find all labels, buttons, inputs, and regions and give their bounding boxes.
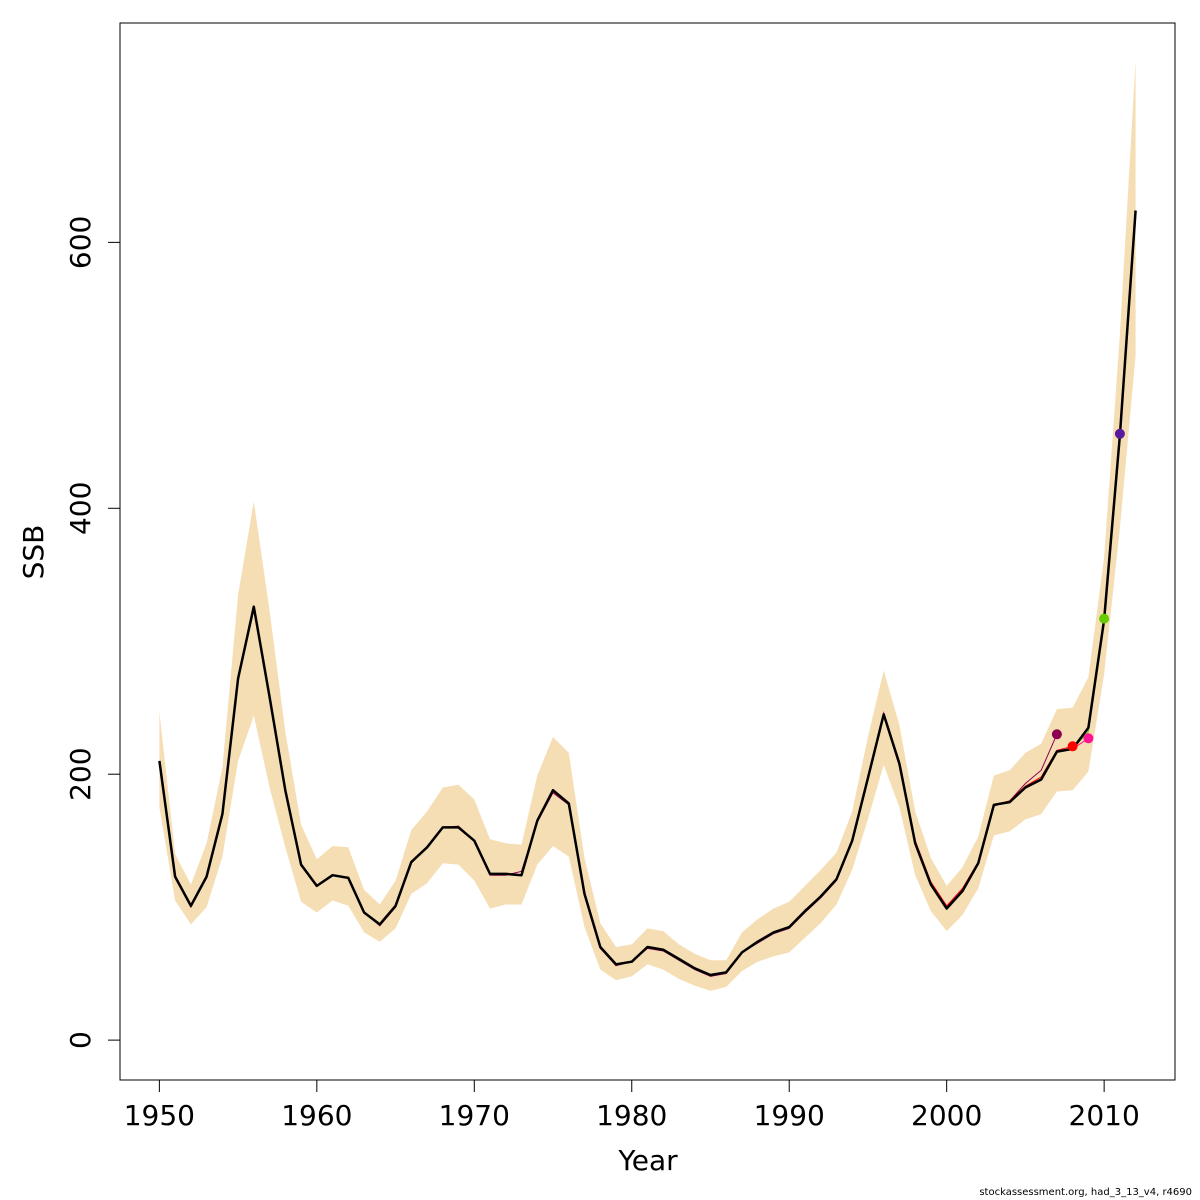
x-tick-label: 2000 [911,1099,982,1132]
ssb-estimate-line [158,210,1137,977]
y-tick-label: 200 [64,747,97,800]
y-axis-label: SSB [17,525,50,580]
y-tick-label: 600 [64,216,97,269]
retro-point-2007 [1051,729,1062,740]
y-tick-label: 0 [64,1031,97,1049]
x-tick-label: 1960 [281,1099,352,1132]
x-tick-label: 1980 [596,1099,667,1132]
retro-point-2009 [1083,733,1094,744]
retro-line-2008 [158,606,1073,976]
estimate-line-layer [158,210,1137,977]
retro-endpoints-layer [1051,428,1125,752]
x-tick-label: 1970 [439,1099,510,1132]
plot-frame [119,22,1176,1081]
confidence-band [159,60,1136,991]
x-axis: 1950 1960 1970 1980 1990 2000 2010 [124,1079,1140,1132]
y-tick-label: 400 [64,482,97,535]
y-axis: 0 200 400 600 [64,216,121,1049]
retro-point-2008 [1067,741,1078,752]
retro-point-2010 [1099,613,1110,624]
x-tick-label: 1950 [124,1099,195,1132]
x-tick-label: 1990 [754,1099,825,1132]
x-axis-label: Year [617,1144,678,1177]
retro-point-2011 [1114,428,1125,439]
x-tick-label: 2010 [1069,1099,1140,1132]
source-footnote: stockassessment.org, had_3_13_v4, r4690 [979,1187,1192,1198]
confidence-band-layer [159,60,1136,991]
